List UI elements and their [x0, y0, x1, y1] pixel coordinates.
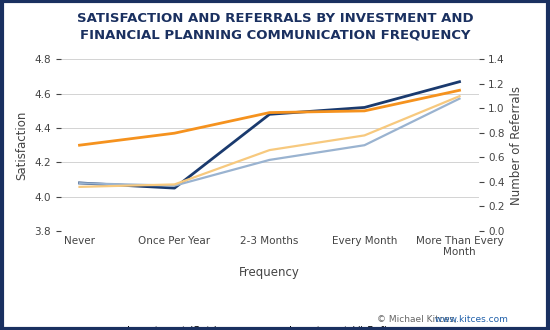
Text: SATISFACTION AND REFERRALS BY INVESTMENT AND: SATISFACTION AND REFERRALS BY INVESTMENT… — [76, 12, 474, 24]
Text: FINANCIAL PLANNING COMMUNICATION FREQUENCY: FINANCIAL PLANNING COMMUNICATION FREQUEN… — [80, 28, 470, 41]
Legend: Investment (Sat.), Financial Planning (Sat.), Investment (# Ref), Financial Plan: Investment (Sat.), Financial Planning (S… — [98, 325, 424, 330]
X-axis label: Frequency: Frequency — [239, 266, 300, 279]
Text: www.kitces.com: www.kitces.com — [432, 315, 508, 324]
Y-axis label: Number of Referrals: Number of Referrals — [510, 86, 524, 205]
Y-axis label: Satisfaction: Satisfaction — [15, 111, 29, 180]
Text: © Michael Kitces,: © Michael Kitces, — [377, 315, 456, 324]
